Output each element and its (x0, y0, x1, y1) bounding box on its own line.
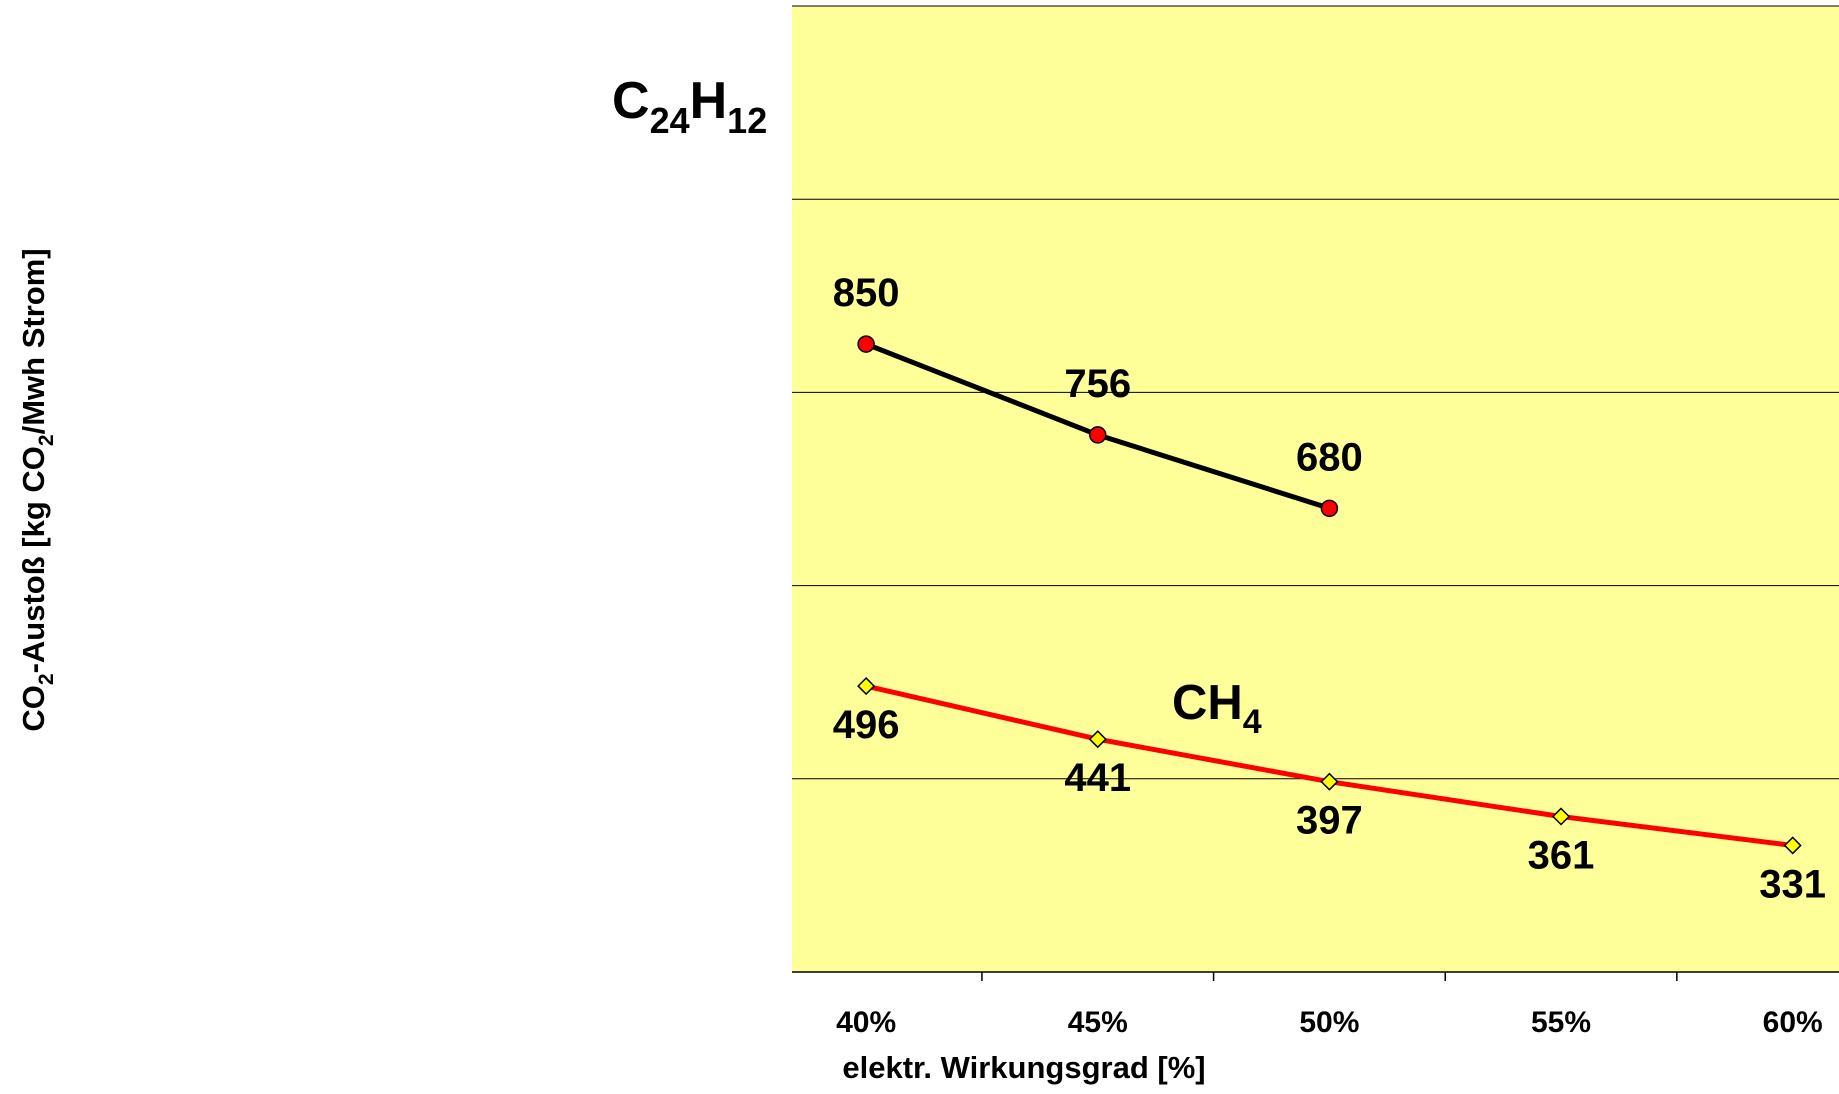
data-label-ch4: 361 (1528, 833, 1595, 877)
x-tick-label: 45% (1068, 1006, 1128, 1039)
x-tick-label: 60% (1763, 1006, 1823, 1039)
data-labels: 850 756 680 496 441 397 361 331 (833, 271, 1826, 906)
data-label-ch4: 331 (1759, 862, 1826, 906)
data-point-ch4 (1783, 836, 1802, 855)
data-label-ch4: 441 (1064, 756, 1131, 800)
data-point-c24h12 (857, 335, 875, 353)
x-tick-labels: 40% 45% 50% 55% 60% (836, 1006, 1823, 1039)
x-axis-title: elektr. Wirkungsgrad [%] (842, 1050, 1205, 1085)
series-label-c24h12: C24H12 (612, 72, 767, 141)
data-point-ch4 (857, 677, 876, 696)
x-tick-label: 40% (836, 1006, 896, 1039)
x-tick-label: 55% (1531, 1006, 1591, 1039)
data-label-c24h12: 680 (1296, 435, 1363, 479)
data-label-c24h12: 756 (1064, 362, 1131, 406)
data-point-ch4 (1320, 772, 1339, 791)
plot-area (792, 6, 1839, 972)
data-label-ch4: 496 (833, 703, 900, 747)
data-label-c24h12: 850 (833, 271, 900, 315)
x-tick-label: 50% (1299, 1006, 1359, 1039)
data-point-ch4 (1551, 807, 1571, 826)
data-point-c24h12 (1320, 499, 1339, 518)
data-point-c24h12 (1089, 426, 1107, 444)
y-axis-title: CO2-Austoß [kg CO2/Mwh Strom] (16, 248, 58, 731)
data-point-ch4 (1088, 730, 1107, 749)
series-label-ch4: CH4 (1172, 676, 1262, 741)
data-label-ch4: 397 (1296, 799, 1363, 843)
